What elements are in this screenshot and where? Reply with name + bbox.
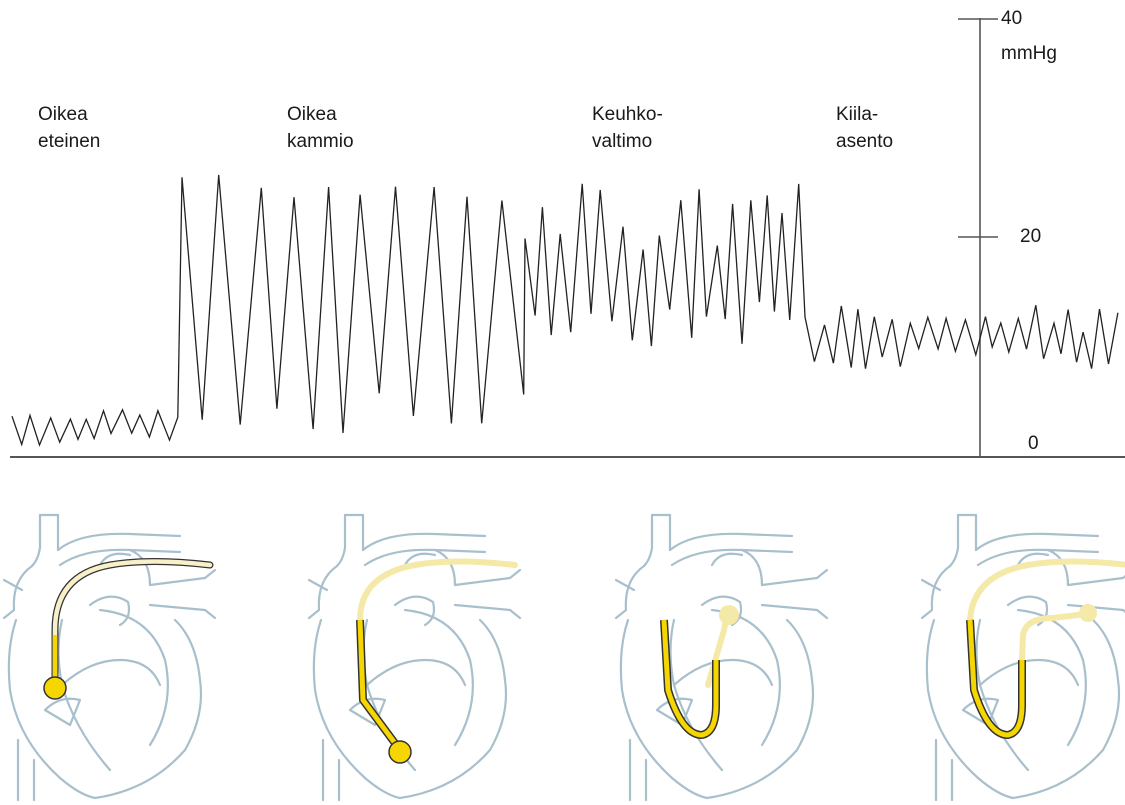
phase-label-line2: asento: [836, 131, 894, 152]
catheter-faded: [967, 558, 1125, 623]
catheter-faded-tip: [1019, 611, 1089, 663]
catheter-balloon: [43, 676, 67, 700]
phase-label-line1: Kiila-: [836, 104, 879, 125]
phase-label-right-ventricle: Oikea kammio: [287, 101, 354, 155]
scale-label-40: 40: [1001, 8, 1023, 29]
pressure-trace-chart: [10, 18, 1125, 458]
phase-label-line1: Oikea: [38, 104, 88, 125]
catheter-fill: [357, 619, 403, 752]
heart-wedge-position: [920, 513, 1125, 802]
catheter-balloon: [388, 740, 412, 764]
catheter-balloon-faded: [719, 605, 739, 625]
heart-illustrations: [2, 513, 1125, 802]
phase-label-line2: eteinen: [38, 131, 101, 152]
scale-unit-label: mmHg: [1001, 43, 1057, 64]
catheter-fill: [967, 619, 1025, 738]
catheter-fill: [52, 559, 213, 683]
phase-label-line2: kammio: [287, 131, 354, 152]
phase-label-line1: Keuhko-: [592, 104, 663, 125]
phase-label-pulmonary-artery: Keuhko- valtimo: [592, 101, 663, 155]
catheter-balloon-faded: [1079, 604, 1097, 622]
heart-right-ventricle: [307, 513, 522, 802]
catheter: [356, 619, 404, 753]
catheter-faded: [357, 558, 518, 623]
heart-right-atrium: [2, 513, 217, 802]
scale-label-20: 20: [1020, 226, 1042, 247]
catheter-fill: [661, 619, 719, 738]
phase-label-line2: valtimo: [592, 131, 653, 152]
scale-label-0: 0: [1028, 433, 1039, 454]
heart-pulmonary-artery: [614, 513, 829, 802]
phase-label-right-atrium: Oikea eteinen: [38, 101, 100, 155]
pressure-trace-line: [11, 174, 1119, 447]
phase-label-line1: Oikea: [287, 104, 337, 125]
phase-label-wedge-position: Kiila- asento: [836, 101, 893, 155]
